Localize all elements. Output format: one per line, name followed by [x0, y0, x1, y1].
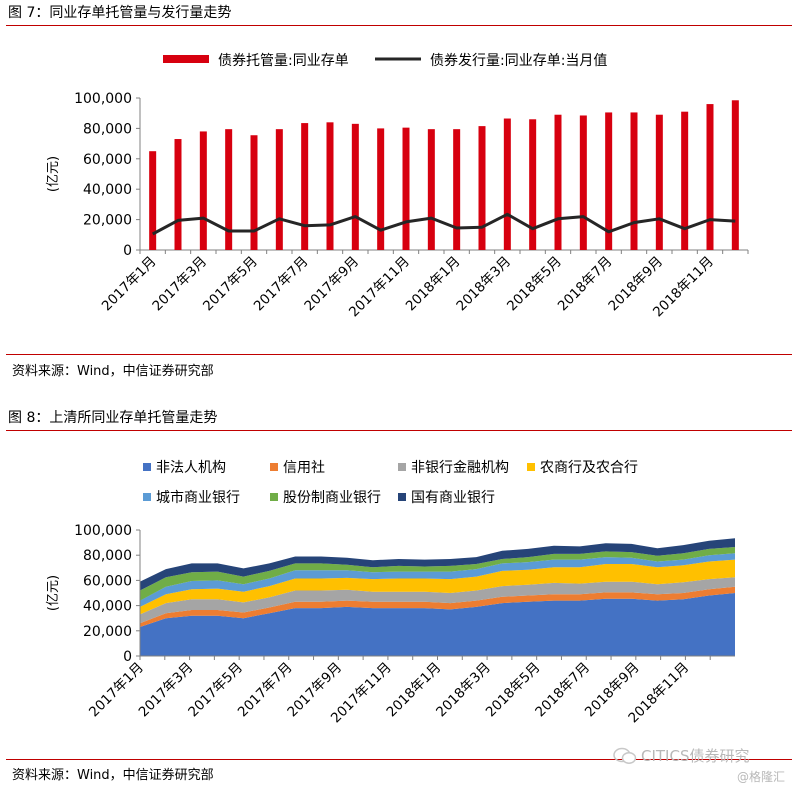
wechat-icon — [613, 747, 637, 764]
bar — [275, 129, 283, 250]
series-area-rural-comm — [140, 559, 735, 615]
bar — [402, 127, 410, 250]
legend-swatch — [270, 463, 278, 471]
series-area-non-legal — [140, 593, 735, 656]
bar — [655, 114, 663, 250]
bar — [681, 111, 689, 251]
bar — [478, 126, 486, 250]
series-area-nonbank-fin — [140, 577, 735, 624]
legend-label: 股份制商业银行 — [283, 490, 381, 506]
figure-8-source: 资料来源：Wind，中信证券研究部 — [12, 768, 214, 783]
bar — [605, 112, 613, 250]
bar — [630, 112, 638, 250]
bar — [579, 115, 587, 250]
bar — [503, 118, 511, 251]
legend-label: 非银行金融机构 — [411, 460, 509, 476]
y-axis-label: (亿元) — [46, 156, 61, 192]
source-rule — [6, 759, 792, 760]
legend-label: 农商行及农合行 — [540, 460, 638, 476]
legend-label: 非法人机构 — [156, 460, 226, 476]
bar — [731, 100, 739, 250]
legend-swatch — [143, 493, 151, 501]
title-rule — [6, 430, 792, 431]
legend-label: 国有商业银行 — [411, 490, 495, 506]
chart-7: 0 20,000 40,000 60,000 80,000 100,000 (亿元) 债券托管… — [46, 53, 749, 320]
series-area-joint-stock — [140, 547, 735, 601]
y-tick-label: 40,000 — [83, 182, 132, 198]
y-tick-label: 80,000 — [83, 548, 132, 564]
bar — [149, 151, 157, 250]
y-tick-label: 20,000 — [83, 624, 132, 640]
y-tick-label: 0 — [123, 243, 132, 259]
source-rule — [6, 354, 792, 355]
legend-swatch — [527, 463, 535, 471]
bar — [199, 131, 207, 250]
bar — [225, 129, 233, 250]
figure-7-title: 图 7：同业存单托管量与发行量走势 — [8, 5, 232, 21]
bar — [351, 123, 359, 250]
bar — [301, 123, 309, 250]
legend-swatch — [398, 463, 406, 471]
y-tick-label: 60,000 — [83, 573, 132, 589]
watermark-handle: @格隆汇 — [737, 770, 786, 784]
legend-swatch — [143, 463, 151, 471]
figure-8-title: 图 8：上清所同业存单托管量走势 — [8, 410, 218, 426]
legend-swatch — [270, 493, 278, 501]
legend-label: 债券发行量:同业存单:当月值 — [430, 53, 607, 69]
legend-label: 城市商业银行 — [156, 489, 240, 506]
bar — [326, 122, 334, 250]
bar — [706, 104, 714, 250]
chart-8: 0 20,000 40,000 60,000 80,000 100,000 (亿元) 非法人机… — [46, 460, 735, 726]
y-tick-label: 100,000 — [74, 91, 132, 107]
y-tick-label: 20,000 — [83, 213, 132, 229]
bar — [529, 119, 537, 250]
legend-label: 债券托管量:同业存单 — [218, 53, 349, 69]
series-line — [151, 212, 736, 236]
bar — [453, 129, 461, 250]
title-rule — [6, 25, 792, 26]
bar — [377, 128, 385, 250]
series-area-credit-coop — [140, 586, 735, 627]
y-tick-label: 60,000 — [83, 152, 132, 168]
legend-swatch — [398, 493, 406, 501]
bar — [174, 139, 182, 250]
y-tick-label: 100,000 — [74, 523, 132, 539]
bar — [427, 129, 435, 250]
figure-7-source: 资料来源：Wind，中信证券研究部 — [12, 364, 214, 379]
bar — [250, 135, 258, 250]
y-tick-label: 80,000 — [83, 121, 132, 137]
legend-label: 信用社 — [283, 460, 325, 476]
bar — [554, 114, 562, 250]
y-tick-label: 0 — [123, 649, 132, 665]
watermark-brand: CITICS债券研究 — [641, 747, 750, 765]
y-tick-label: 40,000 — [83, 599, 132, 615]
series-area-state-owned — [140, 538, 735, 591]
y-axis-label: (亿元) — [46, 575, 61, 611]
legend-swatch-bar — [163, 55, 209, 63]
